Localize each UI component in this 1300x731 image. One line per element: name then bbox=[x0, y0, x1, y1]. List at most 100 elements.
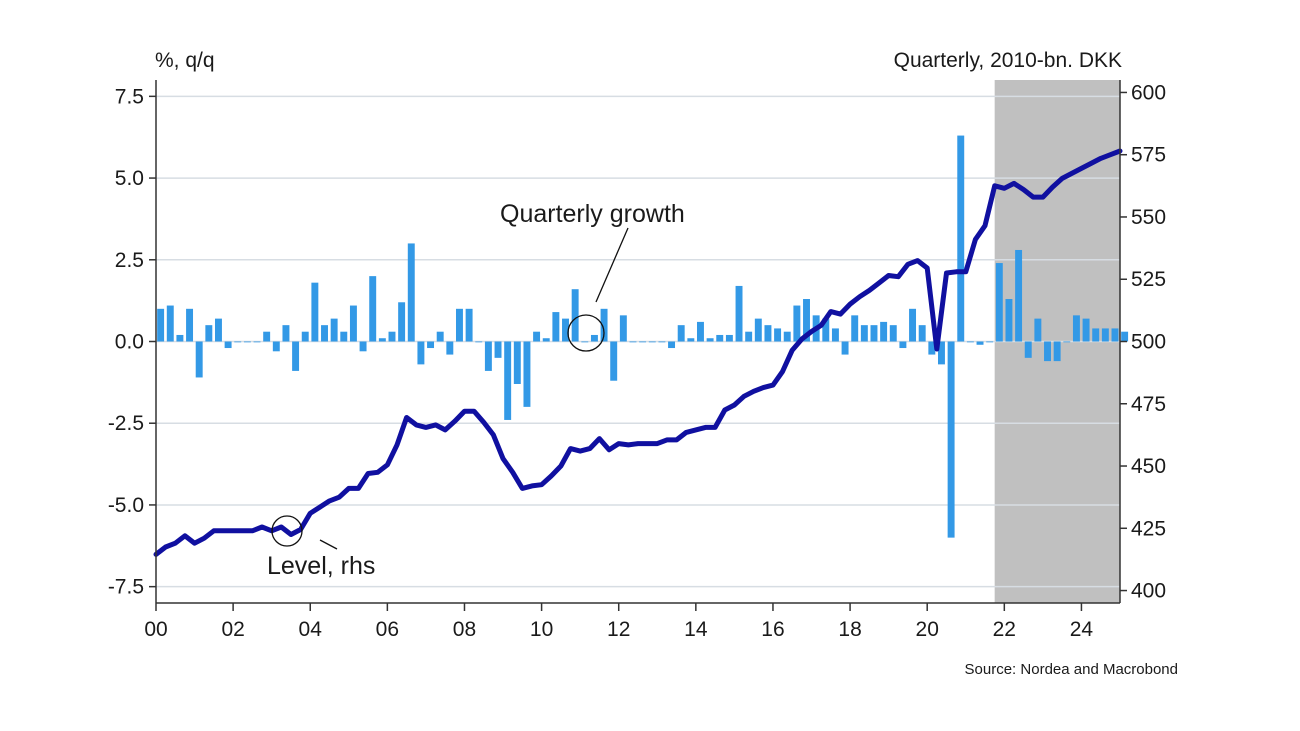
x-tick-label: 14 bbox=[684, 618, 708, 641]
right-tick-label: 425 bbox=[1131, 517, 1166, 540]
growth-bar bbox=[466, 309, 473, 342]
growth-bar bbox=[350, 306, 357, 342]
right-tick-label: 525 bbox=[1131, 268, 1166, 291]
growth-bar bbox=[398, 302, 405, 341]
x-tick-label: 24 bbox=[1070, 618, 1094, 641]
growth-bar bbox=[1112, 328, 1119, 341]
growth-bar bbox=[485, 342, 492, 371]
growth-bar bbox=[1054, 342, 1061, 362]
growth-bar bbox=[1092, 328, 1099, 341]
growth-bar bbox=[880, 322, 887, 342]
growth-bar bbox=[1044, 342, 1051, 362]
growth-bar bbox=[774, 328, 781, 341]
growth-bar bbox=[620, 315, 627, 341]
growth-bar bbox=[234, 342, 241, 343]
growth-bar bbox=[1034, 319, 1041, 342]
growth-bar bbox=[167, 306, 174, 342]
growth-bar bbox=[244, 342, 251, 343]
growth-bar bbox=[1015, 250, 1022, 342]
growth-bar bbox=[909, 309, 916, 342]
growth-bar bbox=[360, 342, 367, 352]
growth-bar bbox=[957, 136, 964, 342]
growth-bar bbox=[1121, 332, 1128, 342]
growth-bar bbox=[331, 319, 338, 342]
growth-bar bbox=[967, 342, 974, 343]
growth-bar bbox=[533, 332, 540, 342]
x-tick-label: 06 bbox=[376, 618, 399, 641]
growth-bar bbox=[639, 342, 646, 343]
level-annotation: Level, rhs bbox=[267, 552, 375, 580]
x-tick-label: 18 bbox=[838, 618, 861, 641]
growth-bar bbox=[649, 342, 656, 343]
growth-bar bbox=[176, 335, 183, 342]
growth-bar bbox=[225, 342, 232, 349]
growth-bar bbox=[745, 332, 752, 342]
left-tick-label: 5.0 bbox=[115, 167, 144, 190]
x-tick-label: 10 bbox=[530, 618, 553, 641]
growth-bar bbox=[861, 325, 868, 341]
growth-bar bbox=[504, 342, 511, 420]
growth-bar bbox=[495, 342, 502, 358]
growth-bar bbox=[1073, 315, 1080, 341]
left-axis-label: %, q/q bbox=[155, 49, 215, 72]
left-tick-label: -2.5 bbox=[108, 412, 144, 435]
growth-bar bbox=[1102, 328, 1109, 341]
growth-bar bbox=[302, 332, 309, 342]
gridlines bbox=[156, 96, 1120, 586]
growth-bar bbox=[687, 338, 694, 341]
level-callout-line bbox=[320, 540, 337, 549]
growth-bar bbox=[321, 325, 328, 341]
right-tick-label: 600 bbox=[1131, 81, 1166, 104]
growth-bar bbox=[456, 309, 463, 342]
growth-bar bbox=[755, 319, 762, 342]
growth-bar bbox=[475, 342, 482, 343]
growth-bar bbox=[890, 325, 897, 341]
growth-bar bbox=[379, 338, 386, 341]
growth-bar bbox=[784, 332, 791, 342]
chart: 00 02 04 06 08 10 12 14 16 18 20 22 24 7.55.02.50.0-… bbox=[0, 0, 1300, 731]
growth-bar bbox=[417, 342, 424, 365]
growth-bar bbox=[282, 325, 289, 341]
right-tick-label: 475 bbox=[1131, 393, 1166, 416]
growth-bar bbox=[630, 342, 637, 343]
left-tick-label: -7.5 bbox=[108, 576, 144, 599]
growth-bar bbox=[899, 342, 906, 349]
growth-bar bbox=[851, 315, 858, 341]
growth-bar bbox=[543, 338, 550, 341]
growth-bar bbox=[610, 342, 617, 381]
left-tick-label: 0.0 bbox=[115, 331, 144, 354]
growth-bar bbox=[514, 342, 521, 384]
x-tick-label: 08 bbox=[453, 618, 476, 641]
right-tick-label: 400 bbox=[1131, 580, 1166, 603]
growth-bar bbox=[1025, 342, 1032, 358]
growth-bar bbox=[764, 325, 771, 341]
growth-bar bbox=[215, 319, 222, 342]
growth-bar bbox=[986, 342, 993, 343]
right-tick-label: 575 bbox=[1131, 144, 1166, 167]
growth-bar bbox=[996, 263, 1003, 341]
x-tick-label: 02 bbox=[221, 618, 244, 641]
growth-bars bbox=[157, 136, 1128, 538]
growth-bar bbox=[552, 312, 559, 341]
x-axis-ticks: 00 02 04 06 08 10 12 14 16 18 20 22 24 bbox=[144, 603, 1093, 641]
growth-bar bbox=[697, 322, 704, 342]
left-tick-label: -5.0 bbox=[108, 494, 144, 517]
source-note: Source: Nordea and Macrobond bbox=[965, 661, 1178, 678]
left-tick-label: 2.5 bbox=[115, 249, 144, 272]
growth-bar bbox=[948, 342, 955, 538]
growth-bar bbox=[389, 332, 396, 342]
growth-bar bbox=[716, 335, 723, 342]
growth-bar bbox=[793, 306, 800, 342]
growth-bar bbox=[736, 286, 743, 342]
x-tick-label: 22 bbox=[993, 618, 1016, 641]
growth-bar bbox=[581, 342, 588, 343]
growth-bar bbox=[292, 342, 299, 371]
growth-bar bbox=[832, 328, 839, 341]
right-tick-label: 550 bbox=[1131, 206, 1166, 229]
right-axis-label: Quarterly, 2010-bn. DKK bbox=[894, 49, 1122, 72]
growth-bar bbox=[1083, 319, 1090, 342]
growth-bar bbox=[658, 342, 665, 343]
growth-bar bbox=[1063, 342, 1070, 343]
growth-bar bbox=[446, 342, 453, 355]
growth-bar bbox=[369, 276, 376, 341]
